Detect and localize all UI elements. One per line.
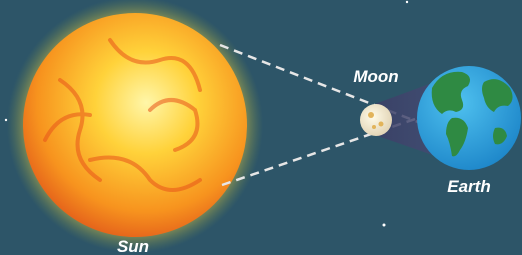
star <box>5 119 7 121</box>
sun-label: Sun <box>117 237 149 255</box>
earth-label: Earth <box>447 177 490 196</box>
moon-label: Moon <box>353 67 398 86</box>
moon <box>360 104 392 136</box>
eclipse-diagram: Moon Earth Sun <box>0 0 522 255</box>
page: {"labels": {"moon": "Moon", "earth": "Ea… <box>0 0 522 255</box>
star <box>383 224 386 227</box>
star <box>406 1 408 3</box>
